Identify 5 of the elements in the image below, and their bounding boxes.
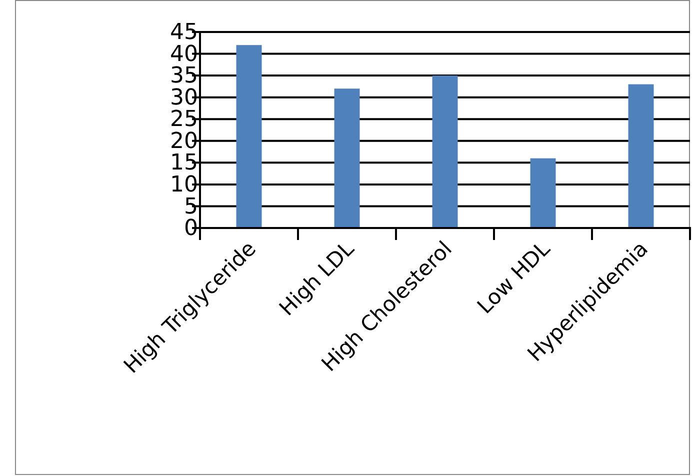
bar — [432, 76, 458, 228]
bar — [236, 45, 262, 228]
bar — [334, 88, 360, 228]
bar — [628, 84, 654, 228]
bar — [530, 158, 556, 228]
